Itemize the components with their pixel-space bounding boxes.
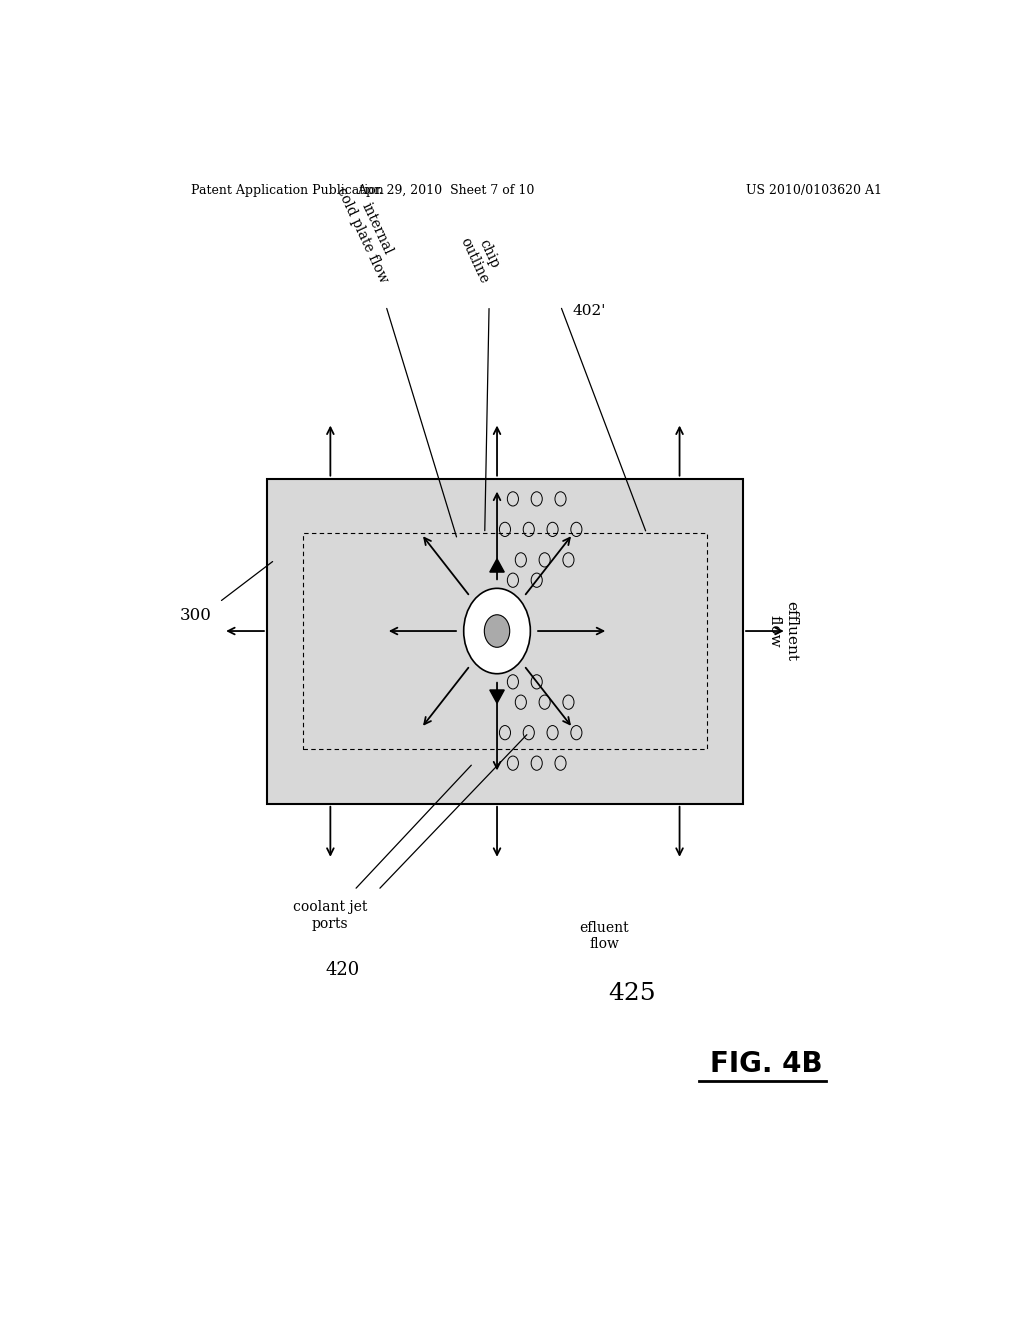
Circle shape	[484, 615, 510, 647]
Text: 420: 420	[326, 961, 359, 979]
Bar	[303, 533, 708, 748]
Text: efluent
flow: efluent flow	[580, 921, 629, 950]
Text: 300: 300	[179, 607, 211, 623]
Circle shape	[464, 589, 530, 673]
Text: 402': 402'	[572, 304, 606, 318]
Text: chip
outline: chip outline	[457, 228, 505, 285]
Text: effluent
flow: effluent flow	[768, 601, 798, 661]
Polygon shape	[489, 558, 504, 572]
Text: Apr. 29, 2010  Sheet 7 of 10: Apr. 29, 2010 Sheet 7 of 10	[356, 183, 535, 197]
Text: coolant jet
ports: coolant jet ports	[293, 900, 368, 931]
Polygon shape	[489, 690, 504, 704]
Text: internal
cold plate flow: internal cold plate flow	[335, 178, 406, 285]
Text: 425: 425	[608, 982, 655, 1005]
Text: Patent Application Publication: Patent Application Publication	[191, 183, 384, 197]
Bar	[267, 479, 743, 804]
Text: US 2010/0103620 A1: US 2010/0103620 A1	[745, 183, 882, 197]
Text: FIG. 4B: FIG. 4B	[710, 1051, 822, 1078]
